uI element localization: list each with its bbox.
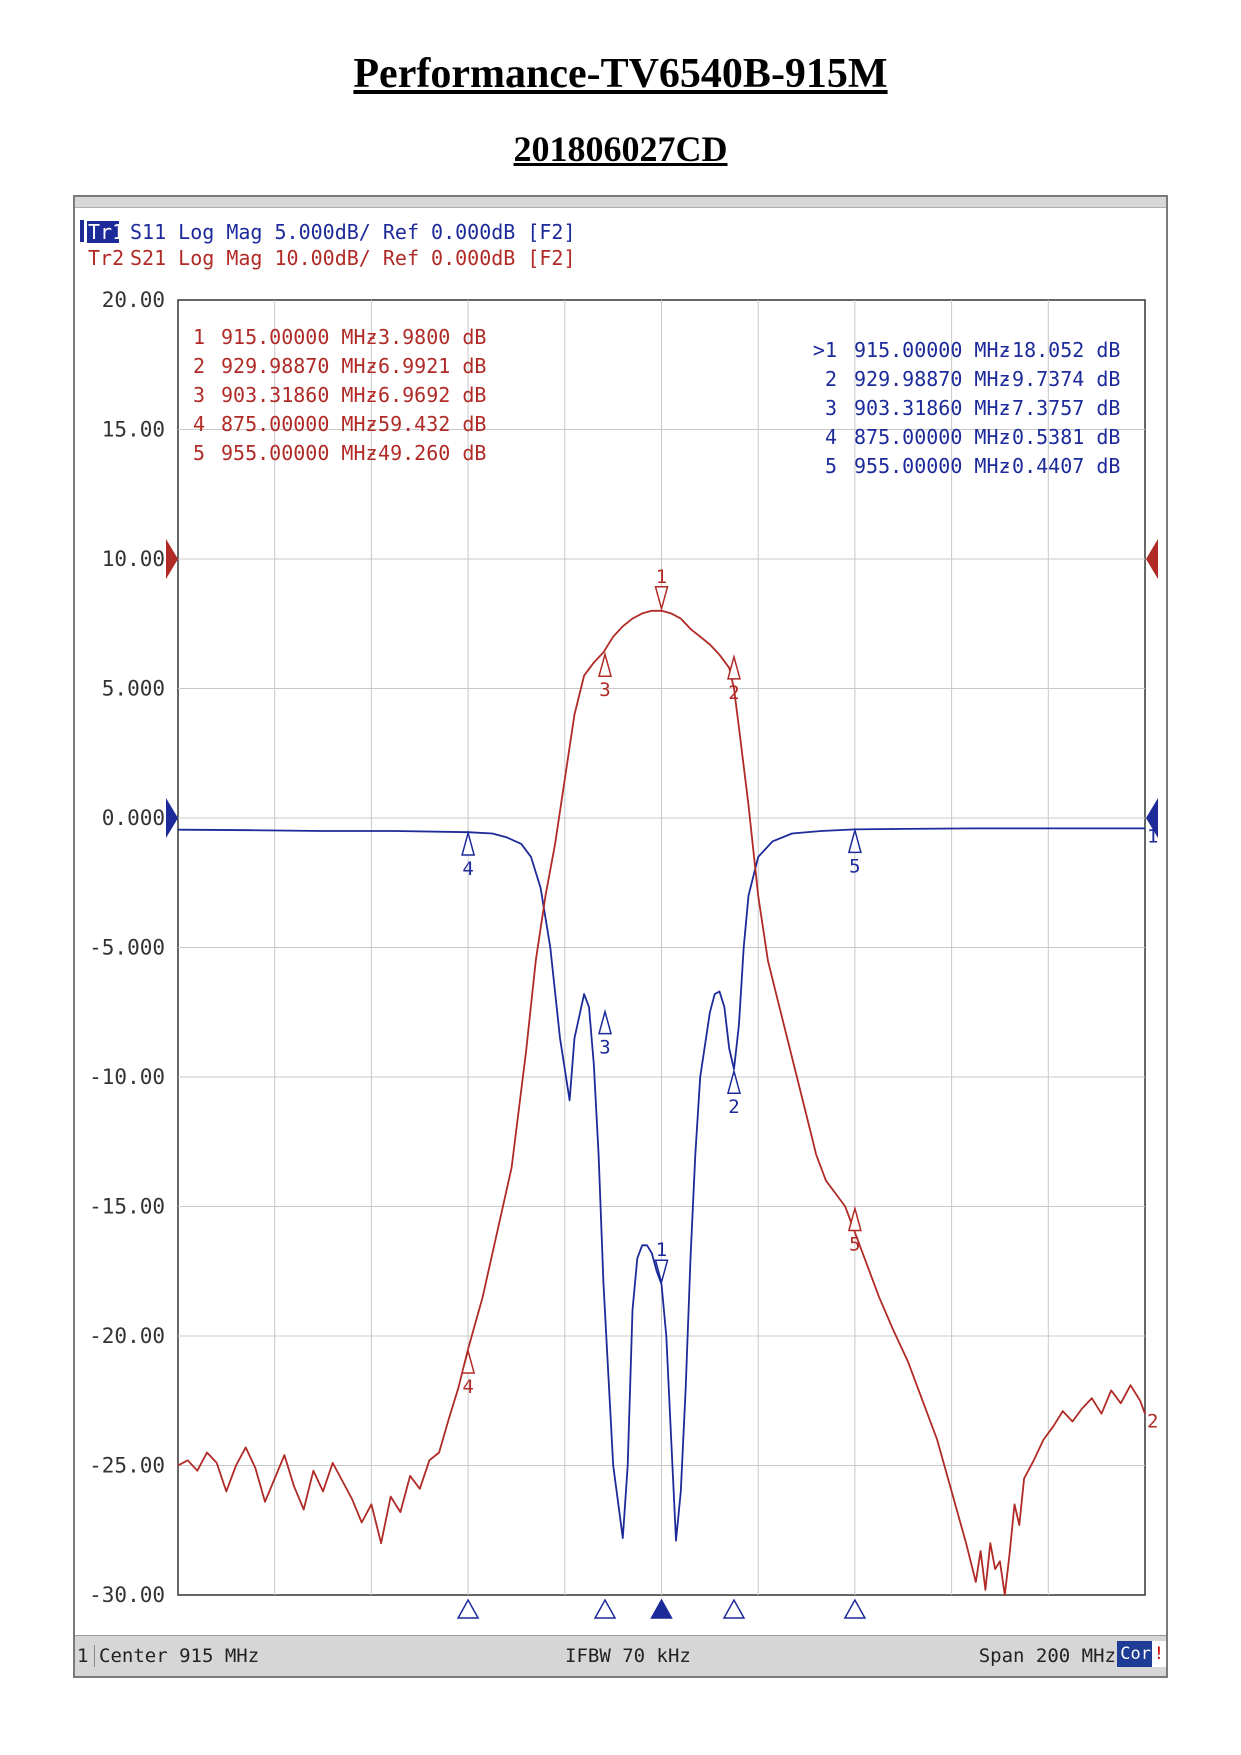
marker-label: 2	[728, 1096, 739, 1118]
y-tick-label: -20.00	[89, 1324, 165, 1348]
page-title: Performance-TV6540B-915M	[353, 51, 888, 97]
s21-marker-table-value: -59.432 dB	[366, 412, 486, 436]
correction-indicator[interactable]: Cor	[1117, 1641, 1154, 1667]
marker-label: 4	[462, 858, 473, 880]
s11-marker-table-freq: 915.00000 MHz	[854, 338, 1011, 362]
marker-triangle	[461, 1348, 476, 1374]
marker-indicator	[722, 1598, 746, 1619]
center-frequency[interactable]: Center 915 MHz	[99, 1645, 260, 1667]
marker-triangle	[461, 830, 476, 856]
s21-marker-table-num: 1	[193, 325, 205, 349]
reference-arrow-left	[166, 798, 178, 838]
s11-marker-table-num: 5	[825, 454, 837, 478]
s11-marker-table-freq: 875.00000 MHz	[854, 425, 1011, 449]
marker-indicator	[593, 1598, 617, 1619]
s11-marker-table-num: 3	[825, 396, 837, 420]
s11-marker-table-value: -7.3757 dB	[1000, 396, 1120, 420]
trace-tag-tr1: Tr1	[88, 220, 124, 244]
s11-marker-table-num: >1	[813, 338, 837, 362]
trace-end-label: 2	[1147, 1411, 1158, 1433]
s21-marker-table-value: -6.9921 dB	[366, 354, 486, 378]
y-tick-label: -30.00	[89, 1583, 165, 1607]
y-tick-label: 20.00	[102, 288, 165, 312]
page-subtitle: 201806027CD	[513, 129, 728, 169]
marker-triangle	[598, 651, 613, 677]
y-tick-label: 5.000	[102, 677, 165, 701]
s11-marker-table-freq: 955.00000 MHz	[854, 454, 1011, 478]
status-bar: 1 Center 915 MHz IFBW 70 kHz Span 200 MH…	[75, 1635, 1166, 1676]
s21-marker-table-num: 5	[193, 441, 205, 465]
s21-marker-table-freq: 875.00000 MHz	[221, 412, 378, 436]
y-tick-label: -5.000	[89, 936, 165, 960]
active-trace-bar	[80, 220, 84, 242]
trace-header-s21: S21 Log Mag 10.00dB/ Ref 0.000dB [F2]	[130, 246, 576, 270]
s11-marker-table-freq: 929.98870 MHz	[854, 367, 1011, 391]
marker-triangle	[598, 1008, 613, 1035]
y-tick-label: -25.00	[89, 1454, 165, 1478]
marker-triangle	[847, 1205, 862, 1232]
s11-marker-table-num: 2	[825, 367, 837, 391]
y-tick-label: 15.00	[102, 418, 165, 442]
trace-s11	[177, 827, 1145, 1542]
s11-marker-table-num: 4	[825, 425, 837, 449]
span-setting[interactable]: Span 200 MHz	[978, 1645, 1116, 1667]
s11-marker-table-value: -0.4407 dB	[1000, 454, 1120, 478]
vna-screen: 20.00 15.00 10.00 5.000 0.000 -5.000 -10.00 -15…	[73, 195, 1168, 1678]
marker-label: 1	[656, 1239, 667, 1261]
s21-marker-table-num: 4	[193, 412, 205, 436]
marker-label: 2	[728, 682, 739, 704]
s21-marker-table-freq: 915.00000 MHz	[221, 325, 378, 349]
s21-marker-table-num: 2	[193, 354, 205, 378]
trace-header-s11: S11 Log Mag 5.000dB/ Ref 0.000dB [F2]	[130, 220, 576, 244]
s21-marker-table-freq: 903.31860 MHz	[221, 383, 378, 407]
s21-marker-table-freq: 929.98870 MHz	[221, 354, 378, 378]
marker-label: 4	[462, 1376, 473, 1398]
marker-triangle	[726, 1068, 741, 1094]
s21-marker-table-value: -49.260 dB	[366, 441, 486, 465]
y-tick-label: -15.00	[89, 1195, 165, 1219]
marker-label: 5	[849, 855, 860, 877]
active-marker-indicator	[650, 1598, 673, 1619]
s21-marker-table-value: -3.9800 dB	[366, 325, 486, 349]
trace-s21	[177, 609, 1146, 1596]
s21-marker-table-freq: 955.00000 MHz	[221, 441, 378, 465]
reference-arrow-left	[166, 539, 178, 579]
y-tick-label: -10.00	[89, 1065, 165, 1089]
y-tick-label: 0.000	[102, 806, 165, 830]
reference-arrow-right	[1146, 798, 1158, 838]
y-tick-label: 10.00	[102, 547, 165, 571]
active-trace-tag-bg	[87, 221, 119, 243]
marker-label: 1	[656, 566, 667, 588]
ifbw-setting[interactable]: IFBW 70 kHz	[565, 1645, 691, 1667]
marker-indicator	[456, 1598, 480, 1619]
marker-triangle	[654, 1259, 669, 1286]
s21-marker-table-num: 3	[193, 383, 205, 407]
marker-triangle	[654, 586, 669, 612]
top-bar	[75, 197, 1166, 208]
marker-label: 5	[849, 1234, 860, 1256]
warning-indicator: !	[1151, 1641, 1166, 1667]
trace-tag-tr2: Tr2	[88, 246, 124, 270]
s11-marker-table-value: -9.7374 dB	[1000, 367, 1120, 391]
chart: 20.00 15.00 10.00 5.000 0.000 -5.000 -10.00 -15…	[80, 220, 1158, 1619]
s11-marker-table-freq: 903.31860 MHz	[854, 396, 1011, 420]
channel-number[interactable]: 1	[77, 1645, 96, 1667]
marker-label: 3	[599, 679, 610, 701]
s11-marker-table-value: -18.052 dB	[1000, 338, 1120, 362]
marker-label: 3	[599, 1037, 610, 1059]
marker-indicator	[843, 1598, 867, 1619]
s11-marker-table-value: -0.5381 dB	[1000, 425, 1120, 449]
s21-marker-table-value: -6.9692 dB	[366, 383, 486, 407]
marker-triangle	[847, 827, 862, 854]
trace-end-label: 1	[1147, 825, 1158, 847]
marker-triangle	[726, 653, 741, 680]
reference-arrow-right	[1146, 539, 1158, 579]
